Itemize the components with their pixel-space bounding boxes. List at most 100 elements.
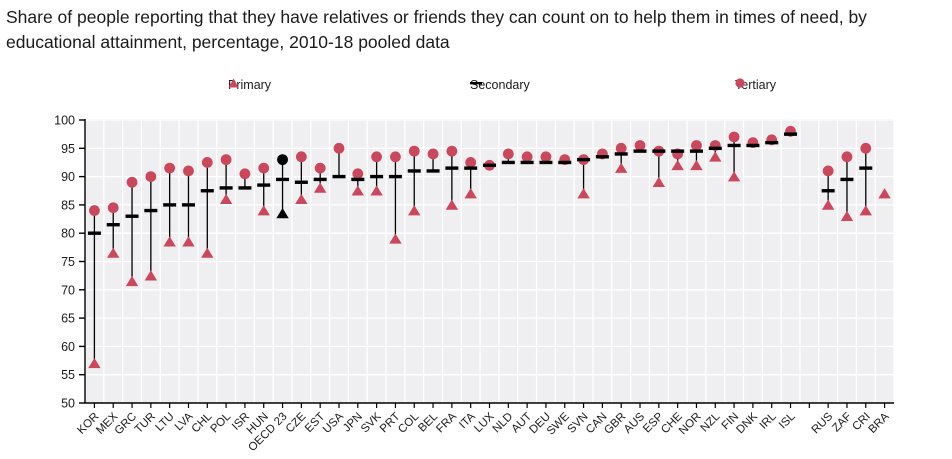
- secondary-marker: [351, 177, 365, 182]
- secondary-marker: [558, 160, 572, 165]
- x-tick-label: IRL: [758, 410, 780, 432]
- tertiary-marker: [728, 131, 740, 143]
- secondary-marker: [332, 174, 346, 179]
- tertiary-marker: [371, 151, 383, 163]
- secondary-marker: [313, 177, 327, 182]
- y-tick-label: 50: [61, 397, 75, 411]
- tertiary-marker: [822, 165, 834, 177]
- primary-marker: [276, 207, 289, 219]
- y-tick-label: 80: [61, 227, 75, 241]
- y-tick-label: 95: [61, 142, 75, 156]
- primary-marker: [464, 188, 477, 199]
- primary-marker: [201, 247, 214, 258]
- tertiary-marker: [615, 142, 627, 154]
- x-tick-label: LTU: [154, 411, 177, 434]
- primary-marker: [389, 233, 402, 244]
- tertiary-marker: [691, 140, 702, 151]
- y-tick-label: 75: [61, 255, 75, 269]
- triangle-icon: [228, 78, 239, 88]
- tertiary-marker: [521, 151, 533, 163]
- tertiary-marker: [390, 151, 401, 163]
- x-tick-label: ISL: [777, 410, 798, 431]
- secondary-marker: [840, 177, 854, 182]
- legend-item-tertiary: Tertiary: [735, 78, 776, 92]
- secondary-marker: [445, 166, 459, 170]
- tertiary-marker: [239, 168, 251, 180]
- primary-marker: [821, 199, 835, 210]
- secondary-marker: [520, 160, 534, 165]
- secondary-marker: [501, 160, 515, 165]
- tertiary-marker: [277, 154, 288, 166]
- y-tick-label: 55: [61, 368, 75, 382]
- secondary-marker: [539, 160, 553, 165]
- secondary-marker: [407, 169, 421, 173]
- secondary-marker: [87, 231, 101, 235]
- x-tick-label: SVK: [359, 410, 384, 435]
- tertiary-marker: [145, 171, 157, 183]
- tertiary-marker: [841, 151, 853, 163]
- x-tick-label: JPN: [341, 411, 365, 435]
- primary-marker: [690, 159, 703, 171]
- circle-icon: [735, 78, 745, 88]
- x-tick-label: TUR: [133, 411, 158, 436]
- primary-marker: [313, 182, 327, 193]
- secondary-marker: [595, 155, 609, 159]
- tertiary-marker: [634, 140, 646, 151]
- secondary-marker: [727, 143, 741, 148]
- primary-marker: [652, 176, 666, 188]
- x-tick-label: PRT: [378, 411, 403, 436]
- primary-marker: [88, 357, 101, 369]
- tertiary-marker: [352, 168, 364, 180]
- secondary-marker: [125, 214, 139, 218]
- primary-marker: [351, 185, 365, 196]
- x-tick-label: NZL: [699, 410, 723, 434]
- legend-item-primary: Primary: [228, 78, 271, 92]
- tertiary-marker: [540, 151, 552, 163]
- y-tick-label: 65: [61, 312, 75, 326]
- x-tick-label: POL: [208, 410, 233, 435]
- x-tick-label: BRA: [867, 410, 892, 435]
- secondary-marker: [765, 140, 779, 145]
- secondary-marker: [144, 208, 158, 213]
- primary-marker: [163, 236, 176, 247]
- secondary-marker: [238, 186, 252, 190]
- x-tick-label: AUS: [622, 410, 647, 435]
- legend-item-secondary: Secondary: [470, 78, 530, 92]
- secondary-marker: [859, 166, 873, 170]
- primary-marker: [859, 205, 872, 216]
- secondary-marker: [633, 149, 647, 153]
- tertiary-marker: [258, 162, 270, 174]
- y-tick-label: 90: [61, 170, 75, 184]
- x-tick-label: LUX: [472, 410, 497, 435]
- secondary-marker: [577, 157, 591, 162]
- dash-icon: [470, 82, 482, 85]
- primary-marker: [577, 188, 590, 199]
- secondary-marker: [821, 189, 835, 193]
- secondary-marker: [181, 203, 195, 207]
- secondary-marker: [219, 186, 233, 190]
- tertiary-marker: [201, 157, 213, 168]
- tertiary-marker: [164, 162, 176, 174]
- secondary-marker: [671, 149, 685, 153]
- y-tick-label: 70: [61, 283, 75, 297]
- tertiary-marker: [314, 162, 326, 174]
- secondary-marker: [746, 143, 760, 148]
- x-tick-label: ZAF: [830, 411, 854, 435]
- tertiary-marker: [295, 151, 307, 163]
- primary-marker: [840, 210, 854, 222]
- secondary-marker: [276, 177, 290, 182]
- y-tick-label: 100: [54, 114, 75, 128]
- tertiary-marker: [408, 145, 420, 157]
- chart-title: Share of people reporting that they have…: [6, 7, 867, 52]
- primary-marker: [370, 185, 383, 196]
- legend-label-primary: Primary: [228, 78, 272, 92]
- secondary-marker: [294, 180, 308, 184]
- secondary-marker: [163, 203, 177, 207]
- x-tick-label: CZE: [284, 410, 309, 435]
- x-tick-label: FRA: [434, 410, 459, 435]
- secondary-marker: [257, 183, 271, 187]
- primary-marker: [878, 188, 891, 199]
- tertiary-marker: [446, 145, 458, 157]
- primary-marker: [107, 247, 120, 258]
